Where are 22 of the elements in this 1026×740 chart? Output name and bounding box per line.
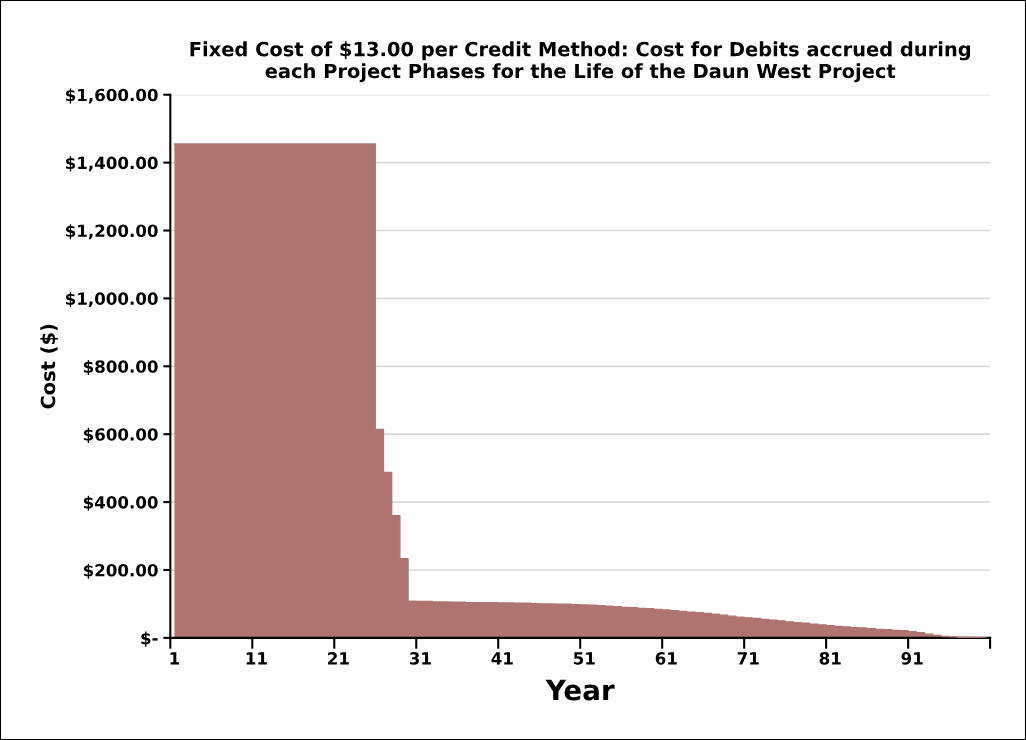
x-tick-label: 91 (901, 652, 923, 665)
y-tick-label: $1,600.00 (65, 88, 158, 104)
x-tick-label: 41 (491, 652, 513, 665)
x-tick-label: 1 (170, 652, 180, 665)
y-tick-label: $600.00 (83, 427, 158, 443)
x-tick-label: 11 (246, 652, 267, 665)
x-tick-label: 61 (655, 652, 677, 665)
x-tick-label: 21 (328, 652, 349, 665)
y-tick-label: $400.00 (83, 495, 158, 511)
chart-title: Fixed Cost of $13.00 per Credit Method: Cost for Debits accrued during each Project Phases for the Life of the Daun West Project (190, 41, 971, 83)
y-tick-label: $1,000.00 (65, 292, 158, 308)
x-tick-label: 71 (737, 652, 759, 665)
y-tick-label: $1,200.00 (65, 224, 158, 240)
y-tick-label: $1,400.00 (65, 156, 158, 172)
y-tick-label: $200.00 (83, 563, 158, 579)
y-axis-title: Cost ($) (40, 324, 58, 409)
x-tick-label: 81 (819, 652, 841, 665)
x-tick-label: 31 (409, 652, 431, 665)
y-tick-label: $- (141, 631, 158, 647)
x-axis-title: Year (545, 679, 615, 701)
y-tick-label: $800.00 (83, 359, 158, 376)
x-tick-label: 51 (573, 652, 595, 665)
